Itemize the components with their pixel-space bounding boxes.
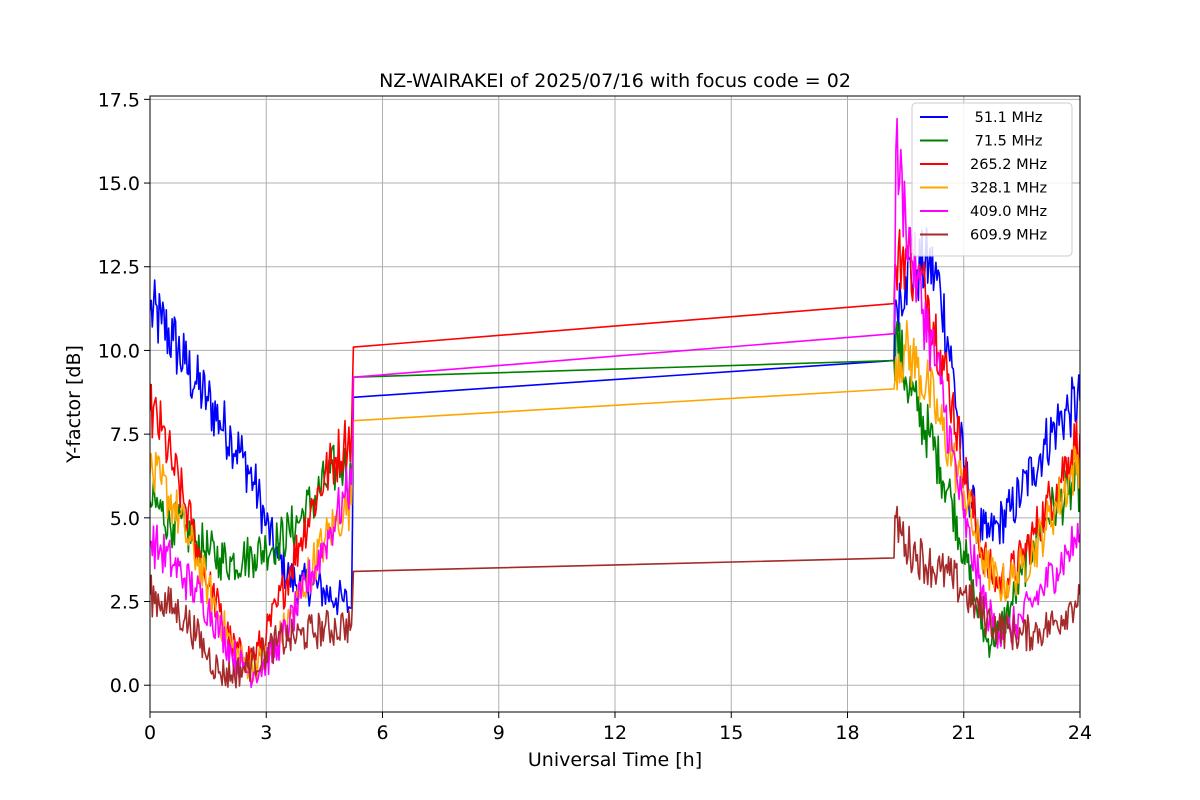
legend-entry: 409.0 MHz: [970, 204, 1047, 220]
y-axis: 0.0 2.5 5.0 7.5 10.0 12.5 15.0 17.5: [98, 89, 150, 697]
y-tick-label: 17.5: [98, 89, 140, 111]
y-axis-label: Y-factor [dB]: [63, 345, 85, 464]
y-tick-label: 10.0: [98, 340, 140, 362]
series-group: [150, 117, 1080, 689]
legend-entry: 609.9 MHz: [970, 228, 1047, 244]
x-axis-label: Universal Time [h]: [528, 749, 702, 771]
x-tick-label: 3: [260, 722, 272, 744]
y-tick-label: 5.0: [110, 508, 140, 530]
legend: 51.1 MHz 71.5 MHz 265.2 MHz 328.1 MHz 409.0…: [911, 102, 1073, 257]
legend-entry: 265.2 MHz: [970, 157, 1047, 173]
x-tick-label: 6: [376, 722, 388, 744]
x-axis: 0 3 6 9 12 15 18 21 24: [144, 712, 1092, 744]
series-line-0: [150, 227, 1080, 616]
chart-title: NZ-WAIRAKEI of 2025/07/16 with focus cod…: [379, 70, 851, 92]
legend-entry: 328.1 MHz: [970, 181, 1047, 197]
legend-entry: 71.5 MHz: [970, 134, 1043, 150]
x-tick-label: 18: [835, 722, 859, 744]
series-line-3: [150, 320, 1080, 682]
x-tick-label: 24: [1068, 722, 1092, 744]
x-tick-label: 0: [144, 722, 156, 744]
legend-entry: 51.1 MHz: [970, 110, 1043, 126]
legend-box: [911, 102, 1073, 257]
y-tick-label: 15.0: [98, 173, 140, 195]
y-tick-label: 7.5: [110, 424, 140, 446]
y-tick-label: 0.0: [110, 675, 140, 697]
x-tick-label: 9: [493, 722, 505, 744]
x-tick-label: 15: [719, 722, 743, 744]
y-tick-label: 12.5: [98, 257, 140, 279]
x-tick-label: 21: [952, 722, 976, 744]
y-tick-label: 2.5: [110, 592, 140, 614]
series-line-5: [150, 505, 1080, 689]
x-tick-label: 12: [603, 722, 627, 744]
